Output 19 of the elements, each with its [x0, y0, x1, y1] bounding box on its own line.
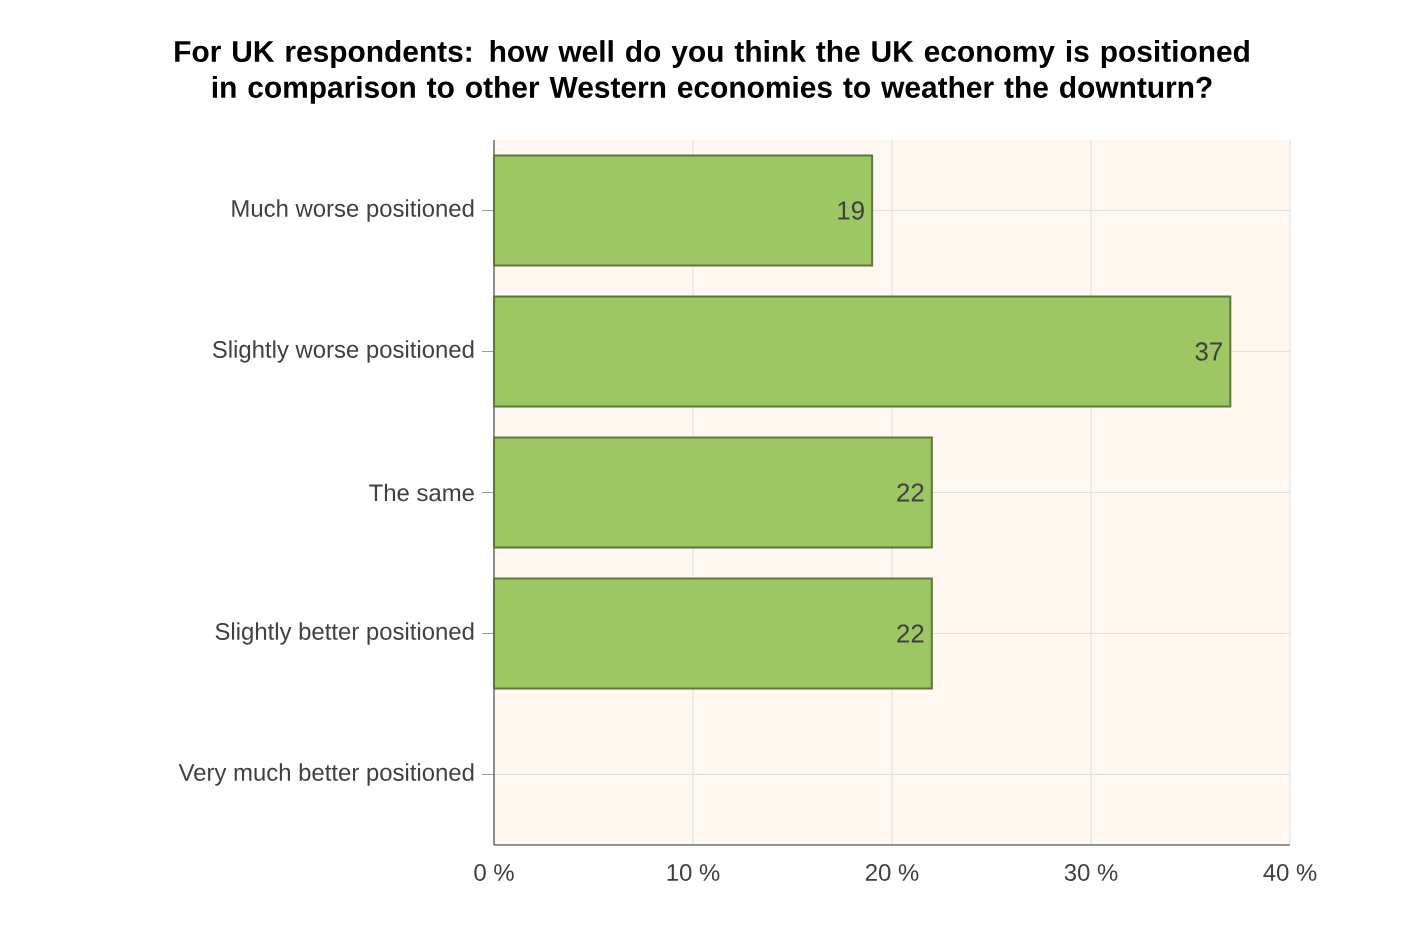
data-label: 22: [897, 483, 924, 502]
x-tick-label: 10 %: [667, 864, 720, 881]
chart-title: For UK respondents: how well do you think the UK economy is positioned in comparison to other Western economies to weather the downturn?: [175, 40, 1249, 104]
x-tick-label: 30 %: [1064, 864, 1118, 881]
y-tick-label: Slightly better positioned: [215, 622, 474, 645]
bar: [493, 295, 1232, 408]
y-tick-label: The same: [369, 483, 474, 502]
x-tick-label: 20 %: [865, 864, 919, 881]
bar: [493, 154, 874, 267]
y-tick-label: Slightly worse positioned: [212, 340, 474, 363]
data-label: 19: [838, 201, 864, 220]
bar: [493, 577, 933, 690]
y-tick-label: Very much better positioned: [178, 763, 474, 786]
y-tick-label: Much worse positioned: [232, 199, 474, 222]
x-tick-label: 0 %: [474, 864, 514, 881]
bar: [493, 436, 933, 549]
x-tick-label: 40 %: [1263, 864, 1317, 881]
data-label: 37: [1195, 342, 1222, 361]
data-label: 22: [897, 624, 924, 643]
